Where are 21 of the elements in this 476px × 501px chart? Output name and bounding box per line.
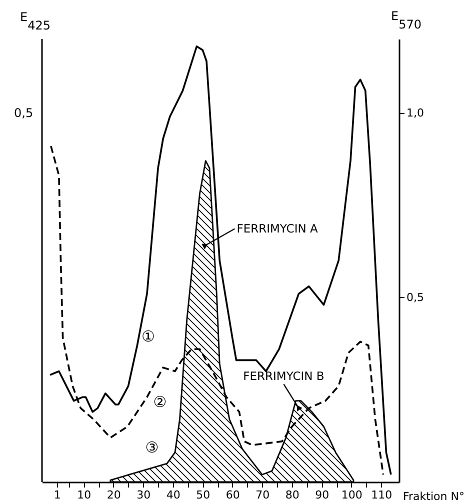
- x-tick-label: 10: [77, 488, 92, 501]
- x-axis-title: Fraktion N°: [403, 490, 464, 501]
- x-tick-label: 40: [166, 488, 180, 501]
- x-tick-label: 60: [226, 488, 240, 501]
- x-tick-label: 30: [136, 488, 151, 501]
- x-tick-label: 90: [315, 488, 330, 501]
- x-tick-label: 50: [196, 488, 210, 501]
- x-tick-label: 100: [341, 488, 362, 501]
- series-label: ②: [153, 393, 167, 412]
- x-tick-label: 80: [285, 488, 300, 501]
- x-tick-label: 70: [256, 488, 270, 501]
- x-tick-label: 1: [54, 488, 61, 501]
- annotation: FERRIMYCIN A: [236, 222, 318, 236]
- series-label: ①: [141, 327, 155, 346]
- text: 0,5: [14, 106, 34, 120]
- line-series: [49, 45, 392, 476]
- x-tick-label: 20: [106, 488, 121, 501]
- series-label: ③: [145, 438, 159, 457]
- y-tick-label: 1,0: [406, 106, 424, 120]
- annotation: FERRIMYCIN B: [243, 369, 324, 384]
- x-tick-label: 110: [371, 488, 392, 501]
